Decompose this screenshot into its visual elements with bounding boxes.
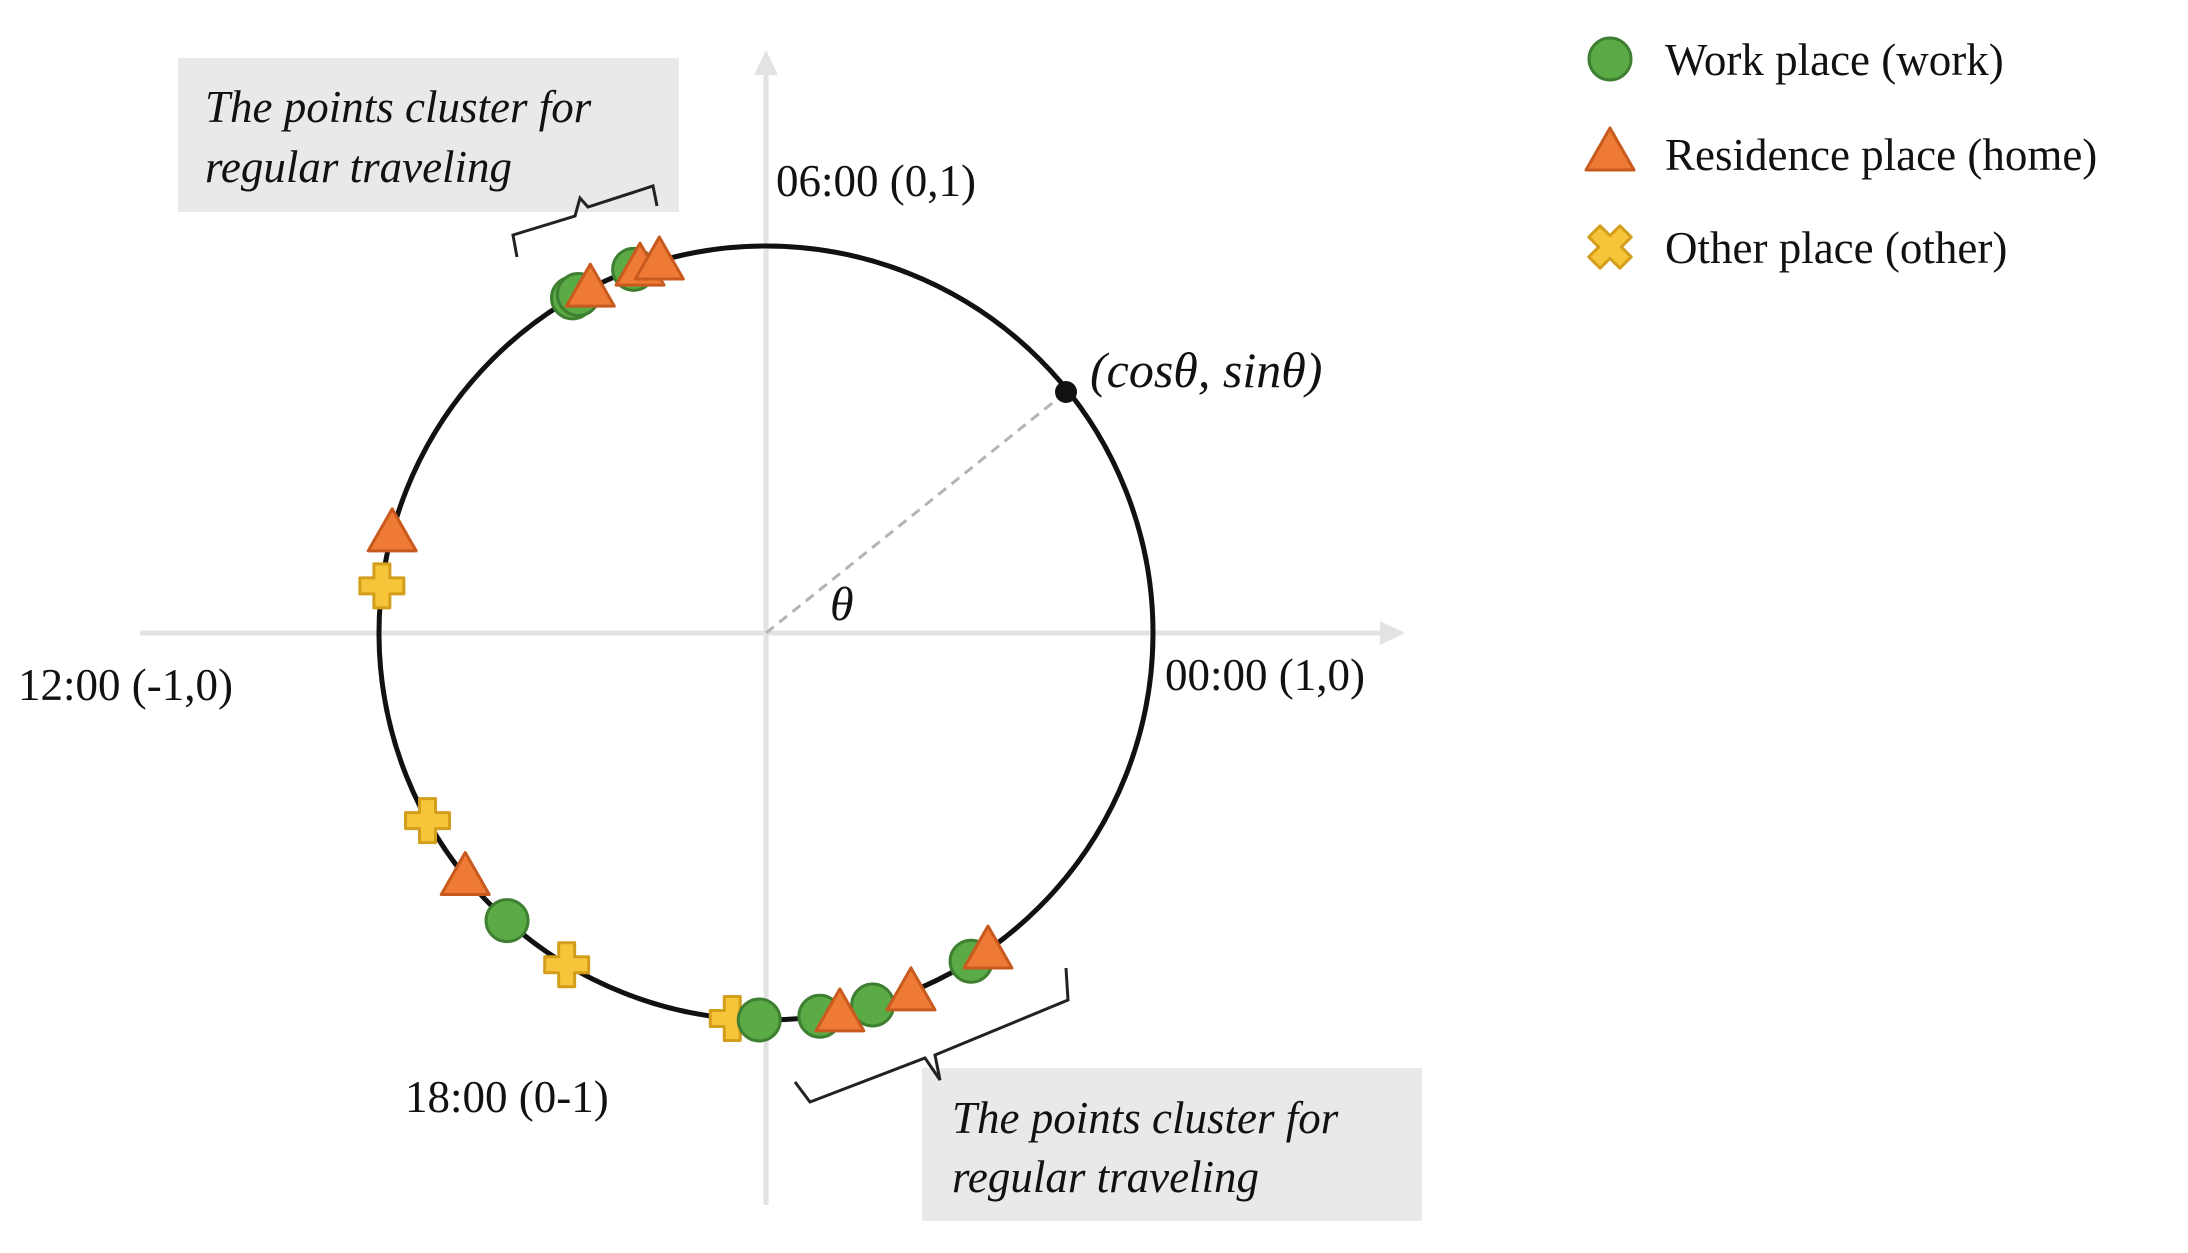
label-1800: 18:00 (0-1) [405, 1072, 609, 1122]
annotation-top-line1: The points cluster for [205, 82, 592, 132]
label-0000: 00:00 (1,0) [1165, 650, 1365, 700]
label-1200: 12:00 (-1,0) [18, 660, 233, 710]
legend-marker-triangle [1586, 128, 1634, 170]
marker-triangle-6 [887, 968, 935, 1010]
marker-circle-4 [738, 999, 780, 1041]
legend-marker-cross [1579, 216, 1641, 278]
annotation-top-line2: regular traveling [205, 142, 512, 192]
marker-cross-0 [360, 564, 404, 608]
label-0600: 06:00 (0,1) [776, 156, 976, 206]
marker-circle-3 [486, 900, 528, 942]
marker-cross-1 [406, 799, 450, 843]
theta-label: θ [830, 578, 854, 631]
legend-marker-circle [1589, 38, 1631, 80]
y-axis-arrowhead [754, 50, 778, 75]
annotation-top: The points cluster for regular traveling [178, 58, 679, 257]
radius-dashed-line [766, 392, 1066, 633]
annotation-bottom-line2: regular traveling [952, 1152, 1259, 1202]
example-point [1055, 381, 1077, 403]
data-markers [360, 237, 1012, 1041]
legend: Work place (work) Residence place (home)… [1579, 35, 2097, 278]
annotation-bottom-line1: The points cluster for [952, 1093, 1339, 1143]
legend-label-other: Other place (other) [1665, 223, 2007, 273]
legend-label-home: Residence place (home) [1665, 130, 2097, 180]
legend-markers [1579, 38, 1641, 278]
marker-triangle-4 [441, 853, 489, 895]
marker-triangle-3 [368, 509, 416, 551]
marker-cross-2 [545, 943, 589, 987]
x-axis-arrowhead [1380, 621, 1405, 645]
legend-label-work: Work place (work) [1665, 35, 2004, 85]
point-coordinate-label: (cosθ, sinθ) [1090, 342, 1322, 398]
